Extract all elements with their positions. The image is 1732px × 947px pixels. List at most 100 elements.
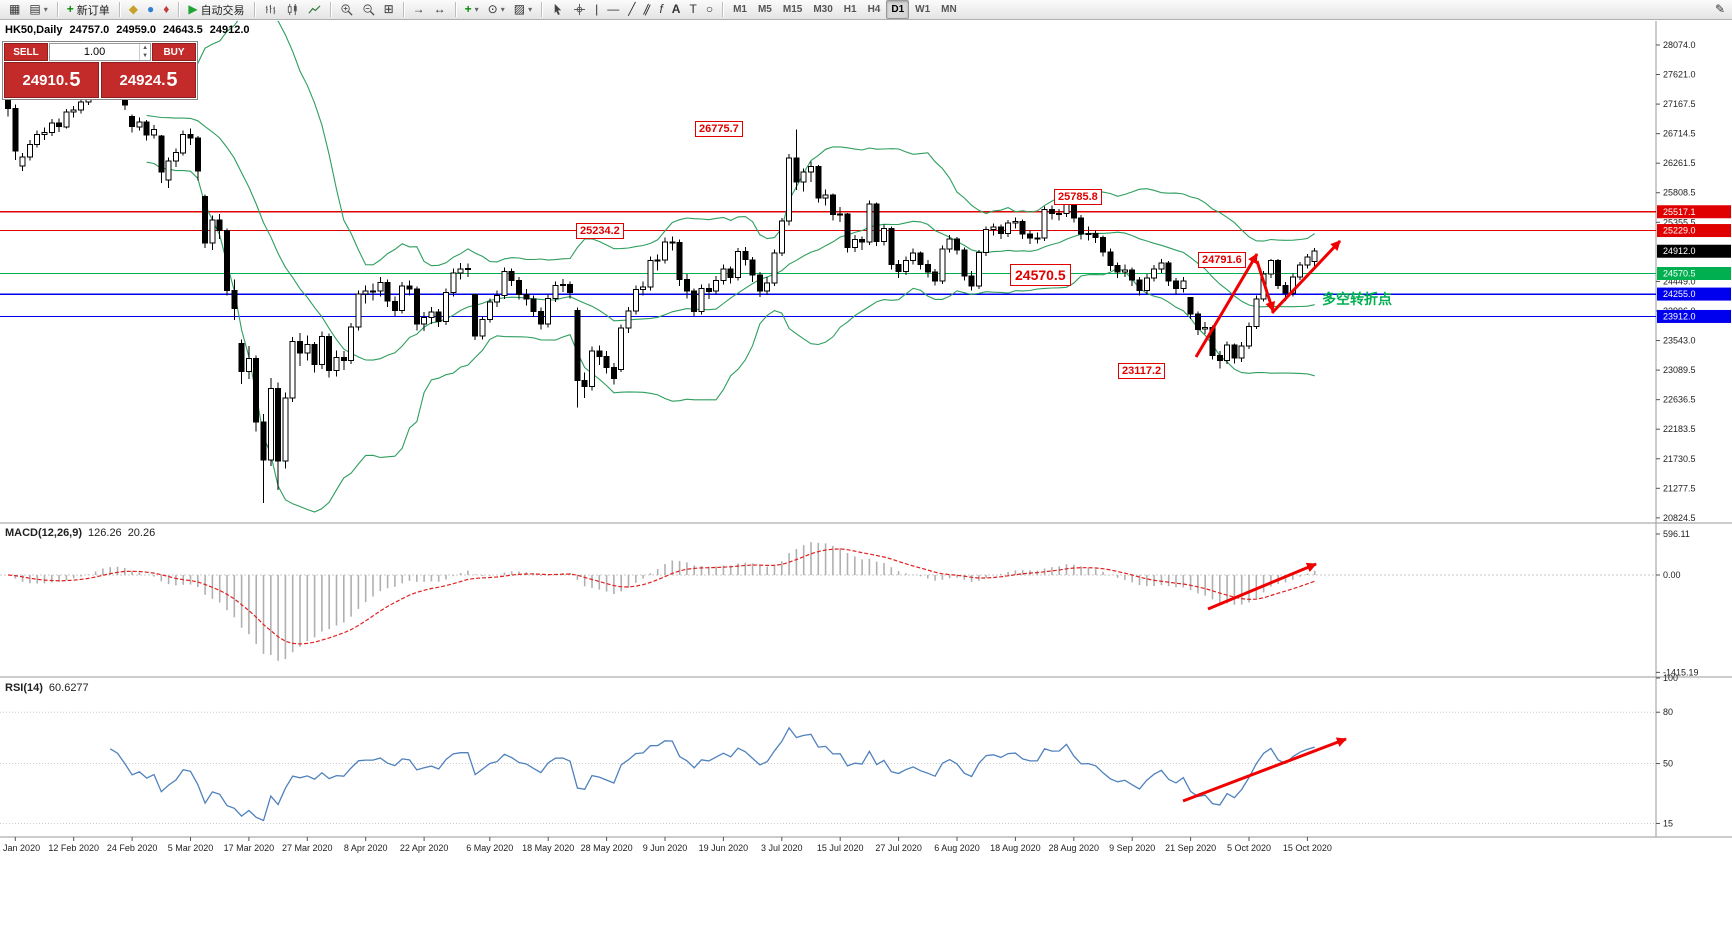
svg-text:9 Sep 2020: 9 Sep 2020 (1109, 843, 1155, 853)
crosshair-icon (573, 3, 586, 16)
svg-text:22 Apr 2020: 22 Apr 2020 (400, 843, 449, 853)
line-chart-button[interactable] (304, 0, 325, 19)
label-button[interactable]: T (685, 0, 700, 19)
price-callout[interactable]: 23117.2 (1118, 363, 1166, 379)
svg-text:18 Aug 2020: 18 Aug 2020 (990, 843, 1041, 853)
svg-text:5 Mar 2020: 5 Mar 2020 (168, 843, 214, 853)
svg-text:24570.5: 24570.5 (1663, 268, 1696, 278)
volume-input[interactable] (50, 44, 140, 60)
svg-text:28074.0: 28074.0 (1663, 40, 1696, 50)
zoom-out-button[interactable] (358, 0, 379, 19)
market-button[interactable]: ◆ (125, 0, 142, 19)
svg-text:12 Feb 2020: 12 Feb 2020 (48, 843, 99, 853)
macd-name: MACD(12,26,9) (5, 527, 83, 539)
candlestick-chart-button[interactable] (282, 0, 303, 19)
spinner-up-icon[interactable]: ▲ (142, 45, 149, 51)
tile-windows-icon: ⊞ (383, 2, 394, 16)
svg-text:27167.5: 27167.5 (1663, 99, 1696, 109)
spinner-down-icon[interactable]: ▼ (142, 53, 149, 59)
chart-profiles-button[interactable]: ▤ ▾ (25, 0, 51, 19)
annotation-note[interactable]: 多空转折点 (1322, 291, 1392, 307)
vertical-line-button[interactable]: | (591, 0, 602, 19)
indicators-button[interactable]: + ▾ (461, 0, 483, 19)
chart-canvas[interactable]: 28074.0 27621.0 27167.5 26714.5 26261.5 25808… (0, 21, 1732, 947)
toolbar-separator (541, 2, 543, 17)
svg-text:9 Jun 2020: 9 Jun 2020 (643, 843, 688, 853)
volume-spinner[interactable]: ▲ ▼ (139, 44, 150, 60)
tile-windows-button[interactable]: ⊞ (380, 0, 398, 19)
timeframe-mn-button[interactable]: MN (941, 4, 957, 15)
new-order-button[interactable]: + 新订单 (63, 0, 114, 19)
templates-button[interactable]: ▨ ▾ (510, 0, 536, 19)
zoom-in-button[interactable] (336, 0, 357, 19)
svg-text:21 Sep 2020: 21 Sep 2020 (1165, 843, 1216, 853)
price-callout[interactable]: 25234.2 (576, 223, 624, 239)
toolbar-separator (118, 2, 120, 17)
fibonacci-icon: f (659, 2, 663, 16)
buy-price[interactable]: 24924. 5 (101, 62, 196, 98)
svg-text:24255.0: 24255.0 (1663, 289, 1696, 299)
timeframe-m1-button[interactable]: M1 (733, 4, 747, 15)
price-callout[interactable]: 24791.6 (1198, 252, 1246, 268)
new-chart-button[interactable]: ▦ (5, 0, 24, 19)
price-callout[interactable]: 26775.7 (695, 121, 743, 137)
label-icon: T (689, 2, 697, 16)
shapes-button[interactable]: ○ (702, 0, 717, 19)
price-callout[interactable]: 24570.5 (1010, 264, 1071, 286)
svg-text:6 Aug 2020: 6 Aug 2020 (934, 843, 980, 853)
macd-signal-value: 20.26 (127, 527, 156, 539)
auto-scroll-button[interactable]: → (409, 0, 429, 19)
zoom-in-icon (340, 3, 353, 16)
alerts-button[interactable]: ♦ (159, 0, 173, 19)
svg-text:28 May 2020: 28 May 2020 (581, 843, 633, 853)
svg-text:17 Mar 2020: 17 Mar 2020 (224, 843, 275, 853)
sell-button[interactable]: SELL (4, 43, 48, 61)
svg-text:22636.5: 22636.5 (1663, 395, 1696, 405)
cursor-button[interactable] (547, 0, 568, 19)
pencil-button[interactable]: ✎ (1711, 0, 1729, 19)
auto-scroll-icon: → (412, 2, 425, 16)
text-button[interactable]: A (668, 0, 685, 19)
timeframe-h1-button[interactable]: H1 (843, 4, 857, 15)
macd-label: MACD(12,26,9) 126.26 20.26 (5, 527, 155, 539)
toolbar-separator (402, 2, 404, 17)
buy-button[interactable]: BUY (152, 43, 196, 61)
candlestick-chart-icon (286, 3, 299, 16)
svg-text:26261.5: 26261.5 (1663, 158, 1696, 168)
fibonacci-button[interactable]: f (655, 0, 666, 19)
indicators-icon: + (464, 2, 472, 16)
svg-text:19 Jun 2020: 19 Jun 2020 (699, 843, 749, 853)
svg-text:596.11: 596.11 (1663, 529, 1690, 539)
bar-chart-button[interactable] (260, 0, 281, 19)
timeframe-h4-button[interactable]: H4 (867, 4, 881, 15)
autotrade-icon: ▶ (188, 2, 198, 16)
svg-text:23912.0: 23912.0 (1663, 311, 1696, 321)
sell-price[interactable]: 24910. 5 (4, 62, 99, 98)
price-callout[interactable]: 25785.8 (1054, 189, 1102, 205)
chart-area[interactable]: 28074.0 27621.0 27167.5 26714.5 26261.5 25808… (0, 21, 1732, 947)
horizontal-line-button[interactable]: — (603, 0, 623, 19)
svg-text:28 Aug 2020: 28 Aug 2020 (1049, 843, 1100, 853)
panel-frames (0, 21, 1732, 838)
timeframe-w1-button[interactable]: W1 (915, 4, 931, 15)
periods-button[interactable]: ⊙ ▾ (484, 0, 509, 19)
svg-text:24 Feb 2020: 24 Feb 2020 (107, 843, 158, 853)
svg-text:15 Jul 2020: 15 Jul 2020 (817, 843, 864, 853)
svg-text:80: 80 (1663, 707, 1673, 717)
trendline-button[interactable]: ╱ (624, 0, 639, 19)
shapes-icon: ○ (705, 2, 714, 16)
autotrade-button[interactable]: ▶ 自动交易 (184, 0, 248, 19)
crosshair-button[interactable] (569, 0, 590, 19)
timeframe-d1-button[interactable]: D1 (886, 0, 910, 19)
close-value: 24912.0 (209, 24, 250, 36)
chart-shift-button[interactable]: ↔ (430, 0, 450, 19)
timeframe-m30-button[interactable]: M30 (813, 4, 833, 15)
chart-profiles-icon: ▤ (29, 2, 41, 16)
timeframe-m5-button[interactable]: M5 (757, 4, 772, 15)
channel-button[interactable]: ∥ (640, 0, 654, 19)
timeframe-m15-button[interactable]: M15 (782, 4, 803, 15)
alerts-icon: ♦ (163, 2, 170, 16)
community-button[interactable]: ● (143, 0, 158, 19)
svg-text:27621.0: 27621.0 (1663, 70, 1696, 80)
svg-text:3 Jul 2020: 3 Jul 2020 (761, 843, 803, 853)
